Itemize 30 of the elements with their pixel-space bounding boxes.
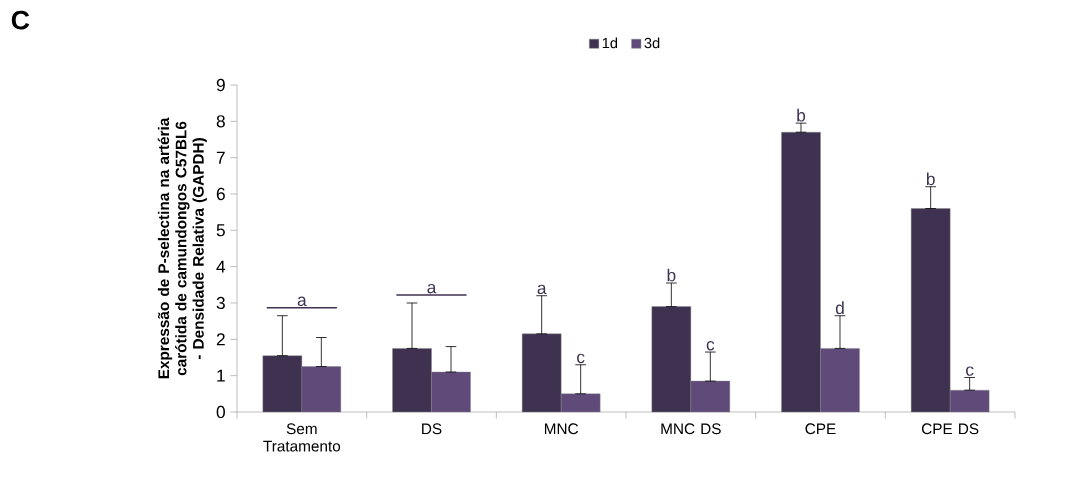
y-tick-label: 1 xyxy=(217,369,225,382)
annotation: d xyxy=(835,301,844,315)
x-tick-label: CPE DS xyxy=(921,423,979,435)
y-tick-label: 3 xyxy=(216,296,225,310)
annotation: a xyxy=(297,296,307,307)
x-tick-label: CPE xyxy=(805,423,836,435)
y-tick-label: 8 xyxy=(216,115,225,128)
annotation: c xyxy=(577,353,585,364)
annotation: c xyxy=(966,366,974,376)
legend-label: 1d xyxy=(602,37,618,49)
annotation: a xyxy=(427,283,437,294)
y-tick-label: 5 xyxy=(216,224,225,237)
y-tick-label: 9 xyxy=(216,78,225,92)
y-tick-label: 2 xyxy=(216,333,225,346)
text: C xyxy=(11,10,30,30)
y-tick-label: 6 xyxy=(216,187,225,201)
annotation: a xyxy=(537,284,547,295)
y-tick-label: 7 xyxy=(216,151,225,164)
annotation: b xyxy=(667,268,676,282)
annotation: b xyxy=(797,108,806,122)
y-tick-label: 0 xyxy=(216,405,225,419)
x-tick-label: MNC xyxy=(544,423,579,435)
annotation: c xyxy=(706,340,715,351)
x-tick-label: DS xyxy=(422,423,442,435)
legend-label: 3d xyxy=(644,37,660,49)
y-tick-label: 4 xyxy=(216,260,226,273)
x-tick-label: MNC DS xyxy=(661,423,721,435)
annotation: b xyxy=(926,172,935,186)
y-axis-title: Expressão de P-selectina na artéria carótida de camundongos C57BL6 - Densidade Relativa (GAPDH) xyxy=(157,117,207,379)
x-tick-label: Sem Tratamento xyxy=(263,423,341,452)
